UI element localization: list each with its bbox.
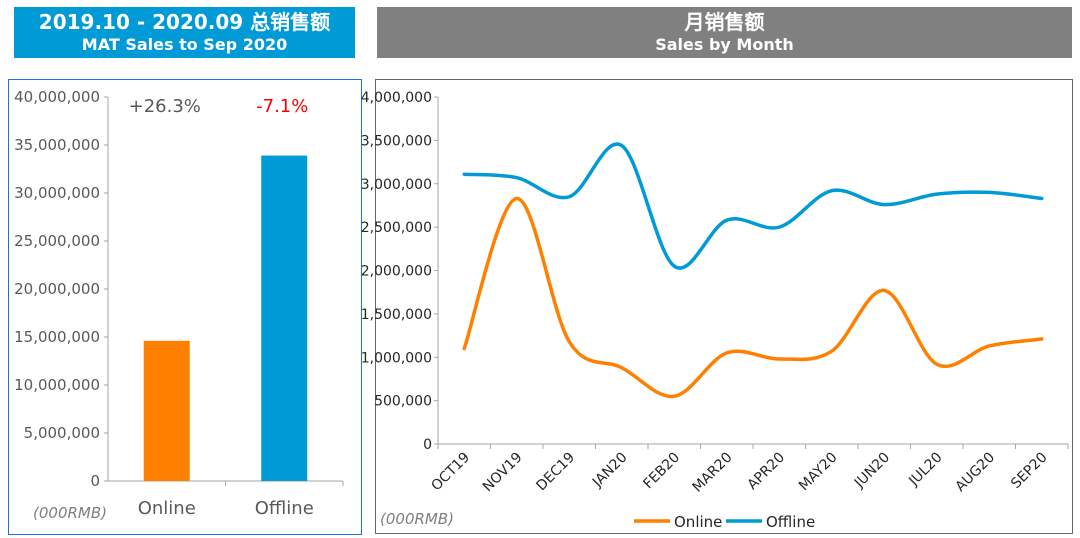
line-x-tick-label: JUN20 bbox=[851, 450, 893, 492]
unit-label-monthly: (000RMB) bbox=[380, 510, 454, 528]
bar-y-tick-label: 20,000,000 bbox=[14, 280, 100, 298]
bar-y-tick-label: 15,000,000 bbox=[14, 328, 100, 346]
mat-bar-chart-panel bbox=[8, 79, 362, 535]
line-x-tick-label: SEP20 bbox=[1008, 450, 1050, 492]
monthly-title-line1: 月销售额 bbox=[684, 10, 765, 34]
line-y-tick-label: 2,500,000 bbox=[361, 220, 432, 236]
monthly-title-line2: Sales by Month bbox=[655, 35, 794, 54]
line-x-tick-label: APR20 bbox=[745, 450, 789, 494]
line-y-tick-label: 3,000,000 bbox=[361, 177, 432, 193]
line-x-tick-label: DEC19 bbox=[533, 450, 578, 495]
bar-y-tick-label: 40,000,000 bbox=[14, 88, 100, 106]
series-line-online bbox=[462, 196, 1044, 399]
bar-y-tick-label: 30,000,000 bbox=[14, 184, 100, 202]
mat-title-line1: 2019.10 - 2020.09 总销售额 bbox=[38, 10, 331, 34]
legend-label-offline: Offline bbox=[766, 513, 815, 531]
bar-online bbox=[143, 340, 190, 481]
growth-label: +26.3% bbox=[129, 96, 201, 117]
monthly-line-chart-panel bbox=[375, 79, 1073, 534]
line-y-tick-label: 2,000,000 bbox=[361, 264, 432, 280]
line-x-tick-label: NOV19 bbox=[480, 450, 526, 496]
line-x-tick-label: OCT19 bbox=[428, 450, 473, 495]
bar-y-tick-label: 10,000,000 bbox=[14, 376, 100, 394]
line-y-tick-label: 4,000,000 bbox=[361, 90, 432, 106]
growth-label: -7.1% bbox=[256, 96, 308, 117]
line-y-tick-label: 1,500,000 bbox=[361, 307, 432, 323]
unit-label: (000RMB) bbox=[33, 504, 107, 522]
line-y-tick-label: 3,500,000 bbox=[361, 133, 432, 149]
mat-sales-title: 2019.10 - 2020.09 总销售额 MAT Sales to Sep … bbox=[14, 7, 355, 58]
line-x-tick-label: FEB20 bbox=[640, 450, 683, 493]
line-y-tick-label: 1,000,000 bbox=[361, 350, 432, 366]
line-x-tick-label: MAR20 bbox=[689, 450, 735, 496]
bar-y-tick-label: 25,000,000 bbox=[14, 232, 100, 250]
bar-y-tick-label: 35,000,000 bbox=[14, 136, 100, 154]
line-x-tick-label: JUL20 bbox=[905, 450, 945, 490]
bar-offline bbox=[261, 155, 308, 481]
bar-y-tick-label: 0 bbox=[90, 472, 100, 490]
bar-category-label: Offline bbox=[255, 498, 314, 519]
mat-title-line2: MAT Sales to Sep 2020 bbox=[81, 35, 288, 54]
bar-y-tick-label: 5,000,000 bbox=[24, 424, 100, 442]
series-line-offline bbox=[462, 142, 1044, 270]
line-x-tick-label: MAY20 bbox=[796, 450, 841, 495]
line-x-tick-label: AUG20 bbox=[952, 450, 998, 496]
line-y-tick-label: 500,000 bbox=[374, 394, 432, 410]
bar-category-label: Online bbox=[138, 498, 196, 519]
monthly-sales-title: 月销售额 Sales by Month bbox=[377, 7, 1072, 58]
legend-label-online: Online bbox=[674, 513, 722, 531]
line-y-tick-label: 0 bbox=[423, 437, 432, 453]
line-x-tick-label: JAN20 bbox=[589, 450, 631, 492]
